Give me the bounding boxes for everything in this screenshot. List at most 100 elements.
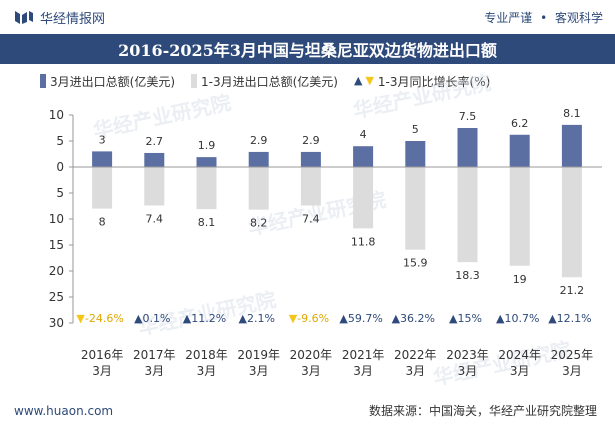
growth-value: 59.7% (348, 312, 383, 325)
triangle-up-icon: ▲ (449, 312, 458, 325)
growth-value: 15% (458, 312, 482, 325)
y-tick-label: 20 (49, 264, 64, 278)
bar-march-label: 5 (412, 123, 419, 136)
legend: 3月进出口总额(亿美元) 1-3月进出口总额(亿美元) ▲ ▼ 1-3月同比增长… (40, 70, 506, 92)
growth-label: ▲11.2% (183, 312, 226, 325)
bar-jan-mar-label: 18.3 (455, 269, 480, 282)
top-bar: 华经情报网 专业严谨 • 客观科学 (0, 0, 615, 34)
triangle-down-icon: ▼ (289, 312, 298, 325)
bar-march-label: 2.9 (302, 134, 320, 147)
x-tick-label: 2017年 3月 (133, 348, 176, 378)
growth-value: 10.7% (504, 312, 539, 325)
bar-jan-mar (196, 167, 217, 210)
bar-march (144, 152, 165, 167)
legend-item-march: 3月进出口总额(亿美元) (40, 73, 175, 90)
y-tick-label: 25 (49, 290, 64, 304)
bar-jan-mar (248, 167, 269, 210)
y-tick-label: 5 (56, 186, 64, 200)
growth-label: ▲0.1% (134, 312, 170, 325)
bar-jan-mar (300, 167, 321, 206)
growth-value: 2.1% (247, 312, 275, 325)
bar-jan-mar-label: 8 (99, 216, 106, 229)
x-tick-label: 2018年 3月 (185, 348, 228, 378)
bar-jan-mar-label: 15.9 (403, 257, 428, 270)
bar-march (300, 151, 321, 167)
bar-march (405, 141, 426, 167)
slogan-left: 专业严谨 (484, 10, 533, 25)
triangle-up-icon: ▲ (183, 312, 192, 325)
bar-jan-mar-label: 8.1 (198, 216, 216, 229)
bar-march-label: 1.9 (198, 139, 216, 152)
bar-jan-mar (457, 167, 478, 263)
x-tick-label: 2025年 3月 (551, 348, 594, 378)
slogan: 专业严谨 • 客观科学 (484, 9, 603, 26)
growth-value: 36.2% (400, 312, 435, 325)
bar-march-label: 8.1 (563, 107, 581, 120)
growth-value: 0.1% (143, 312, 171, 325)
growth-value: 11.2% (191, 312, 226, 325)
growth-label: ▲15% (449, 312, 482, 325)
bar-march-label: 3 (99, 133, 106, 146)
bar-jan-mar (509, 167, 530, 266)
bar-march (92, 151, 113, 167)
bar-jan-mar (92, 167, 113, 209)
bar-march-label: 6.2 (511, 117, 529, 130)
growth-value: -9.6% (297, 312, 329, 325)
bar-march-label: 4 (360, 128, 367, 141)
chart-title: 2016-2025年3月中国与坦桑尼亚双边货物进出口额 (0, 34, 615, 64)
legend-label-march: 3月进出口总额(亿美元) (50, 74, 175, 89)
triangle-up-icon: ▲ (238, 312, 247, 325)
growth-label: ▲2.1% (238, 312, 274, 325)
x-tick-label: 2023年 3月 (446, 348, 489, 378)
bar-jan-mar-label: 21.2 (560, 284, 585, 297)
y-tick-label: 15 (49, 238, 64, 252)
bar-jan-mar-label: 11.8 (351, 235, 376, 248)
x-tick-label: 2021年 3月 (342, 348, 385, 378)
growth-label: ▼-24.6% (76, 312, 123, 325)
bar-march-label: 2.9 (250, 134, 268, 147)
bar-jan-mar (353, 167, 374, 229)
bar-march-label: 7.5 (459, 110, 477, 123)
footer: www.huaon.com 数据来源：中国海关，华经产业研究院整理 (0, 394, 615, 427)
growth-value: 12.1% (557, 312, 592, 325)
legend-label-growth: 1-3月同比增长率(%) (377, 74, 491, 89)
triangle-down-icon: ▼ (76, 312, 85, 325)
triangle-up-icon: ▲ (353, 74, 363, 87)
logo-icon (15, 11, 33, 24)
bar-march (457, 128, 478, 167)
bar-march-label: 2.7 (146, 135, 164, 148)
brand: 华经情报网 (14, 8, 105, 27)
growth-value: -24.6% (85, 312, 124, 325)
bar-jan-mar-label: 7.4 (302, 212, 320, 225)
footer-url: www.huaon.com (14, 403, 114, 418)
legend-label-jan-mar: 1-3月进出口总额(亿美元) (201, 74, 338, 89)
triangle-down-icon: ▼ (365, 74, 374, 87)
bar-march (353, 146, 374, 167)
legend-swatch-jan-mar (191, 74, 197, 88)
growth-label: ▲59.7% (339, 312, 382, 325)
footer-source: 数据来源：中国海关，华经产业研究院整理 (368, 404, 597, 418)
brand-name: 华经情报网 (40, 11, 106, 27)
slogan-separator: • (540, 10, 548, 25)
triangle-up-icon: ▲ (496, 312, 505, 325)
bar-jan-mar (405, 167, 426, 250)
bar-jan-mar-label: 19 (513, 273, 527, 286)
x-tick-label: 2020年 3月 (290, 348, 333, 378)
bar-jan-mar (144, 167, 165, 206)
bar-march (248, 151, 269, 167)
bar-jan-mar-label: 7.4 (146, 212, 164, 225)
bar-march (509, 134, 530, 167)
triangle-up-icon: ▲ (548, 312, 557, 325)
x-tick-label: 2019年 3月 (237, 348, 280, 378)
legend-item-growth: ▲ ▼ 1-3月同比增长率(%) (354, 73, 490, 90)
y-tick-label: 10 (49, 108, 64, 122)
legend-item-jan-mar: 1-3月进出口总额(亿美元) (191, 73, 338, 90)
y-tick-label: 5 (56, 134, 64, 148)
y-tick-label: 10 (49, 212, 64, 226)
watermarks: 华经产业研究院 华经产业研究院 华经产业研究院 华经产业研究院 华经产业研究院 (91, 70, 573, 390)
bar-jan-mar-label: 8.2 (250, 217, 268, 230)
slogan-right: 客观科学 (554, 10, 603, 25)
x-tick-label: 2016年 3月 (81, 348, 124, 378)
triangle-up-icon: ▲ (392, 312, 401, 325)
triangle-up-icon: ▲ (339, 312, 348, 325)
